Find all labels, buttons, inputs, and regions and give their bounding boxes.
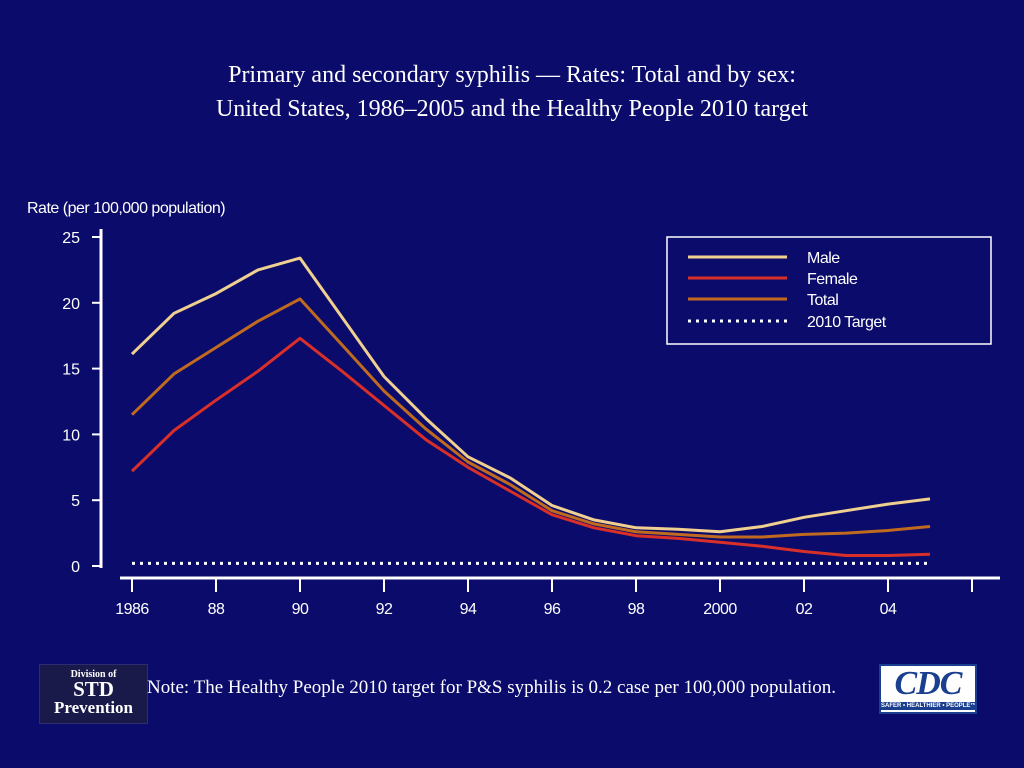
series-line-male: [130, 256, 931, 534]
footnote: Note: The Healthy People 2010 target for…: [147, 677, 837, 698]
x-tick-label: 94: [460, 601, 477, 618]
legend-label-2010-target: 2010 Target: [807, 314, 887, 331]
cdc-logo-tagline: SAFER • HEALTHIER • PEOPLE™: [881, 702, 977, 710]
series-line-total: [130, 297, 931, 539]
y-axis-label: Rate (per 100,000 population): [27, 200, 226, 217]
cdc-logo: CDC SAFER • HEALTHIER • PEOPLE™: [879, 664, 977, 714]
x-tick-label: 2000: [703, 601, 737, 618]
legend: Male Female Total 2010 Target: [666, 236, 992, 345]
cdc-logo-text: CDC: [894, 665, 963, 702]
chart-title-line-2: United States, 1986–2005 and the Healthy…: [215, 96, 809, 122]
y-tick-label: 20: [62, 296, 80, 313]
x-tick-label: 02: [796, 601, 813, 618]
legend-label-male: Male: [807, 250, 840, 267]
std-prevention-logo: Division of STD Prevention: [39, 664, 148, 724]
x-tick-label: 04: [880, 601, 897, 618]
chart-title-line-1: Primary and secondary syphilis — Rates: …: [228, 62, 796, 88]
x-tick-label: 1986: [115, 601, 149, 618]
legend-box: [666, 236, 992, 345]
x-tick-label: 98: [628, 601, 645, 618]
legend-label-total: Total: [807, 292, 838, 309]
std-logo-line-3: Prevention: [53, 698, 133, 717]
std-logo-line-1: Division of: [70, 669, 117, 680]
y-tick-label: 15: [62, 362, 80, 379]
x-tick-label: 92: [376, 601, 393, 618]
series-line-female: [130, 336, 931, 557]
y-tick-label: 5: [71, 493, 80, 510]
x-tick-label: 88: [208, 601, 225, 618]
y-tick-label: 0: [71, 559, 80, 576]
std-logo-line-2: STD: [73, 677, 114, 701]
x-tick-label: 96: [544, 601, 561, 618]
y-tick-label: 10: [62, 427, 80, 444]
chart-title: Primary and secondary syphilis — Rates: …: [0, 58, 1024, 126]
x-tick-label: 90: [292, 601, 309, 618]
legend-label-female: Female: [807, 271, 858, 288]
y-tick-label: 25: [62, 230, 80, 247]
